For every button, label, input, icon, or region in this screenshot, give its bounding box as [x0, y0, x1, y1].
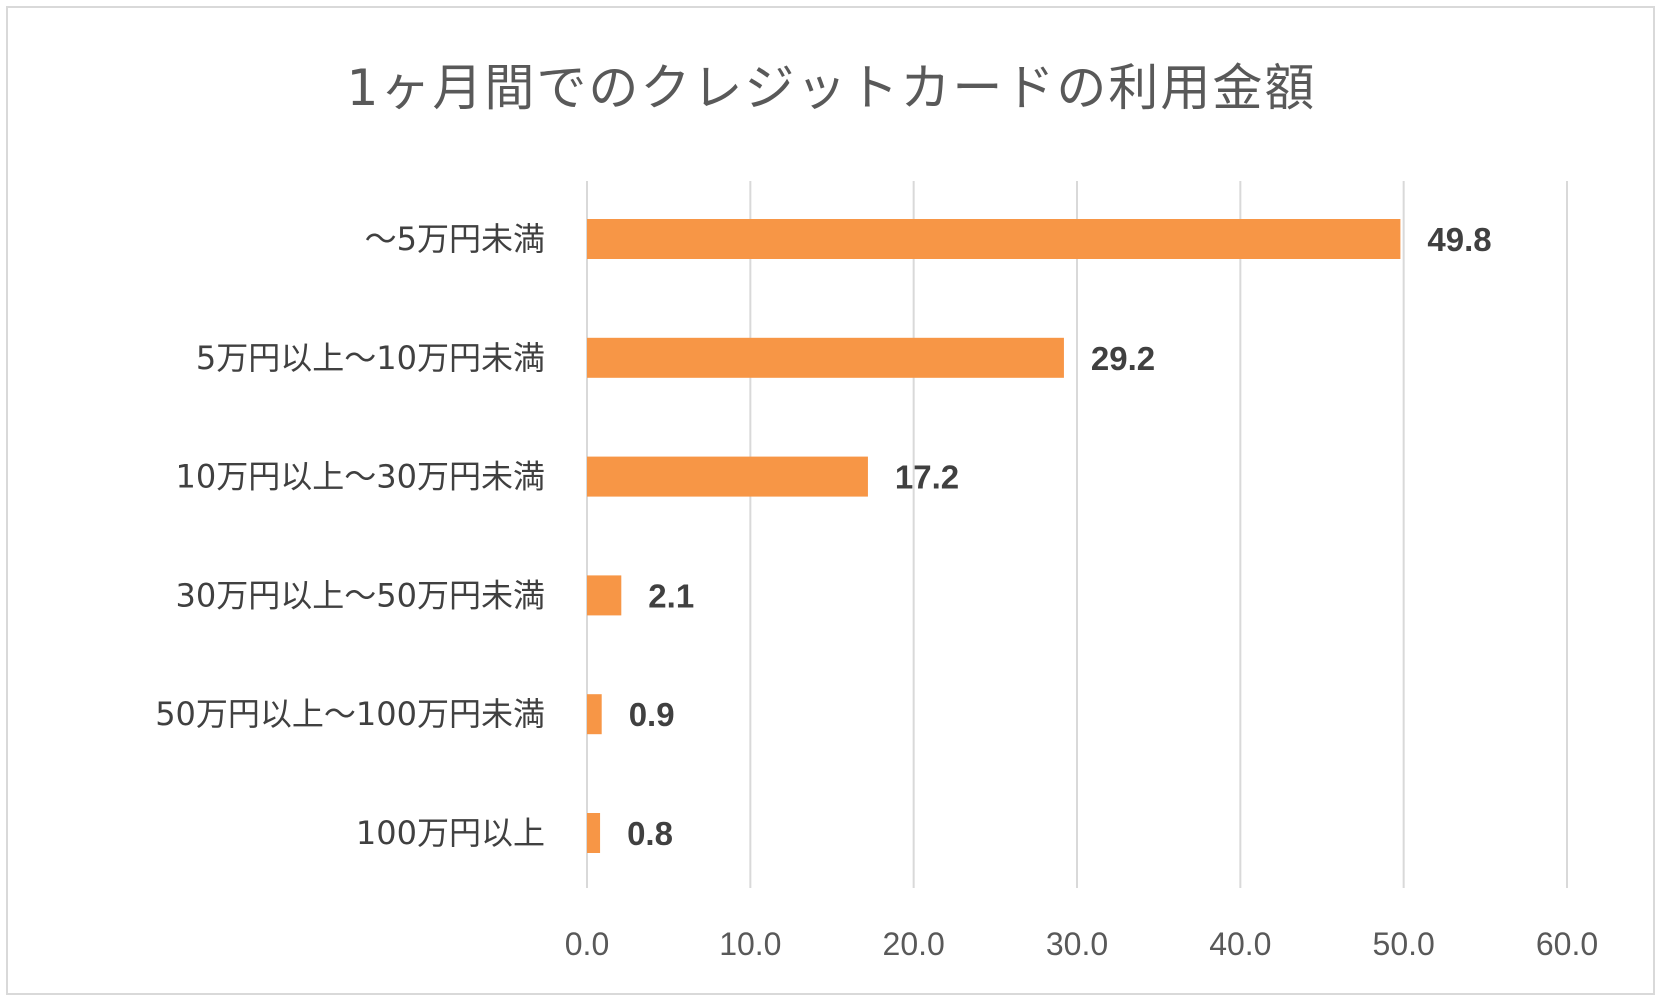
x-tick-label: 10.0 — [719, 926, 781, 962]
x-tick-label: 60.0 — [1536, 926, 1598, 962]
bar — [587, 456, 868, 497]
category-label: 100万円以上 — [356, 814, 545, 852]
category-label: 50万円以上〜100万円未満 — [155, 695, 545, 733]
x-tick-labels: 0.0 10.0 20.0 30.0 40.0 50.0 60.0 — [565, 926, 1598, 962]
bar — [587, 694, 602, 735]
data-label: 0.8 — [627, 815, 673, 852]
x-tick-label: 50.0 — [1373, 926, 1435, 962]
x-tick-label: 20.0 — [883, 926, 945, 962]
category-label: 10万円以上〜30万円未満 — [176, 458, 545, 496]
category-label: 〜5万円未満 — [365, 220, 545, 258]
data-labels: 49.8 29.2 17.2 2.1 0.9 0.8 — [627, 221, 1492, 852]
category-labels: 〜5万円未満 5万円以上〜10万円未満 10万円以上〜30万円未満 30万円以上〜50… — [155, 220, 545, 852]
category-label: 5万円以上〜10万円未満 — [196, 339, 545, 377]
data-label: 0.9 — [629, 696, 675, 733]
data-label: 49.8 — [1427, 221, 1491, 258]
chart-frame — [6, 6, 1655, 995]
x-tick-label: 30.0 — [1046, 926, 1108, 962]
bar — [587, 575, 622, 616]
data-label: 2.1 — [648, 577, 694, 614]
data-label: 29.2 — [1091, 340, 1155, 377]
x-tick-label: 0.0 — [565, 926, 609, 962]
bar — [587, 219, 1401, 259]
chart-title: 1ヶ月間でのクレジットカードの利用金額 — [346, 59, 1317, 117]
bar — [587, 337, 1064, 378]
bars — [587, 219, 1401, 853]
category-label: 30万円以上〜50万円未満 — [176, 576, 545, 614]
x-tick-label: 40.0 — [1209, 926, 1271, 962]
data-label: 17.2 — [895, 459, 959, 496]
gridlines — [586, 181, 1568, 888]
bar — [587, 813, 601, 853]
